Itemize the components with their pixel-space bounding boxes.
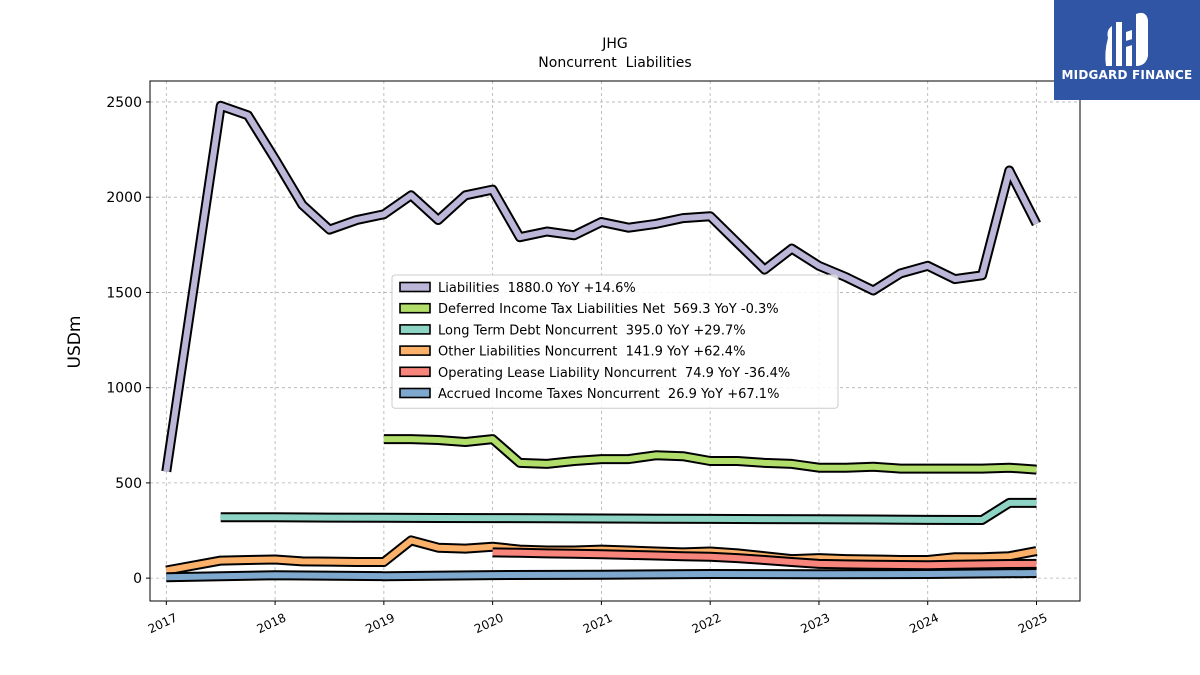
x-tick-label: 2018: [255, 611, 289, 637]
y-tick-label: 1500: [106, 285, 142, 301]
legend-entry: Deferred Income Tax Liabilities Net 569.…: [438, 302, 779, 317]
series-line-5: [166, 568, 1037, 583]
x-tick-label: 2020: [472, 611, 506, 637]
x-tick-label: 2021: [581, 611, 615, 637]
chart-title: JHG: [601, 36, 628, 52]
legend-swatch: [399, 302, 431, 314]
y-tick-label: 2500: [106, 95, 142, 111]
brand-logo: MIDGARD FINANCE: [1054, 0, 1200, 100]
y-tick-label: 1000: [106, 381, 142, 397]
series-stroke: [492, 549, 1037, 569]
series-layer: [161, 100, 1041, 583]
x-tick-label: 2025: [1016, 611, 1050, 637]
legend-entry: Liabilities 1880.0 YoY +14.6%: [438, 281, 636, 296]
series-stroke: [163, 102, 1040, 472]
legend-entry: Other Liabilities Noncurrent 141.9 YoY +…: [438, 345, 745, 360]
legend: Liabilities 1880.0 YoY +14.6% Deferred In…: [391, 274, 839, 409]
legend-swatch: [399, 324, 431, 335]
x-tick-label: 2019: [363, 611, 397, 637]
legend-swatch: [399, 366, 431, 378]
series-line-2: [220, 497, 1037, 525]
legend-box: [391, 274, 839, 409]
series-line-1: [383, 434, 1037, 475]
series-line-0: [161, 100, 1041, 473]
legend-swatch: [399, 387, 431, 399]
y-tick-label: 2000: [106, 190, 142, 206]
legend-entry: Operating Lease Liability Noncurrent 74.…: [438, 366, 790, 381]
x-tick-label: 2022: [690, 611, 724, 637]
series-line-4: [492, 547, 1037, 571]
legend-swatch: [399, 345, 431, 356]
plot-frame: [149, 80, 1081, 602]
legend-entry: Accrued Income Taxes Noncurrent 26.9 YoY…: [438, 387, 779, 402]
x-tick-label: 2023: [798, 611, 832, 637]
brand-mark-icon: [1105, 12, 1148, 66]
y-tick-label: 0: [133, 571, 142, 587]
chart-subtitle: Noncurrent Liabilities: [538, 55, 691, 71]
series-stroke: [383, 436, 1037, 473]
legend-swatch: [399, 281, 431, 293]
brand-name: MIDGARD FINANCE: [1061, 68, 1193, 82]
x-tick-label: 2017: [146, 611, 180, 637]
y-tick-label: 500: [115, 476, 142, 492]
x-tick-label: 2024: [907, 611, 941, 637]
series-stroke: [220, 499, 1037, 523]
legend-entry: Long Term Debt Noncurrent 395.0 YoY +29.…: [438, 323, 746, 338]
series-stroke: [166, 570, 1037, 581]
y-axis-label: USDm: [65, 316, 85, 369]
